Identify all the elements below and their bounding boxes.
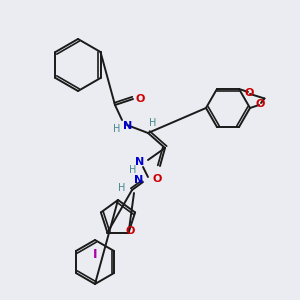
Text: N: N bbox=[123, 121, 132, 131]
Text: O: O bbox=[126, 226, 135, 236]
Text: H: H bbox=[149, 118, 157, 128]
Text: N: N bbox=[135, 157, 145, 167]
Text: I: I bbox=[93, 248, 97, 261]
Text: O: O bbox=[255, 99, 265, 109]
Text: H: H bbox=[129, 165, 137, 175]
Text: H: H bbox=[113, 124, 121, 134]
Text: O: O bbox=[152, 174, 162, 184]
Text: O: O bbox=[135, 94, 144, 104]
Text: H: H bbox=[118, 183, 126, 193]
Text: N: N bbox=[134, 175, 144, 185]
Text: O: O bbox=[244, 88, 254, 98]
